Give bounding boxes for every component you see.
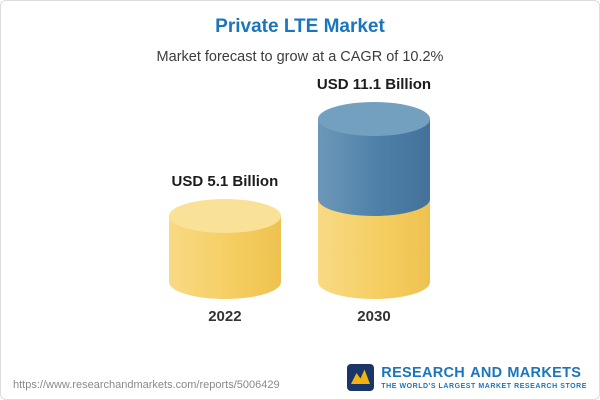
logo-icon	[347, 364, 375, 391]
chart-subtitle: Market forecast to grow at a CAGR of 10.…	[156, 49, 444, 65]
footer: https://www.researchandmarkets.com/repor…	[1, 364, 599, 391]
logo-word-and: AND	[470, 365, 503, 381]
cylinder-bar-2022	[168, 199, 281, 299]
logo-word-research: RESEARCH	[381, 365, 466, 381]
cylinder-top-ellipse	[168, 199, 281, 233]
bar-group-2022: USD 5.1 Billion 2022	[168, 173, 281, 325]
cylinder-bar-2030	[317, 102, 430, 299]
chart-header: Private LTE Market Market forecast to gr…	[1, 1, 599, 65]
x-axis-label-2030: 2030	[357, 308, 391, 325]
value-label-2030: USD 11.1 Billion	[316, 76, 432, 93]
value-label-2022: USD 5.1 Billion	[171, 173, 279, 190]
report-url: https://www.researchandmarkets.com/repor…	[13, 379, 280, 391]
x-axis-label-2022: 2022	[208, 308, 242, 325]
research-and-markets-logo: RESEARCH AND MARKETS THE WORLD'S LARGEST…	[347, 364, 587, 391]
logo-wordmark: RESEARCH AND MARKETS	[381, 365, 581, 381]
bar-chart: USD 5.1 Billion 2022 USD 11.1 Billion 20…	[1, 75, 599, 325]
page-title: Private LTE Market	[215, 16, 385, 37]
cylinder-top-ellipse	[317, 102, 430, 136]
logo-word-markets: MARKETS	[507, 365, 582, 381]
bar-group-2030: USD 11.1 Billion 2030	[317, 76, 431, 325]
logo-tagline: THE WORLD'S LARGEST MARKET RESEARCH STOR…	[381, 383, 587, 390]
logo-text: RESEARCH AND MARKETS THE WORLD'S LARGEST…	[381, 365, 587, 390]
